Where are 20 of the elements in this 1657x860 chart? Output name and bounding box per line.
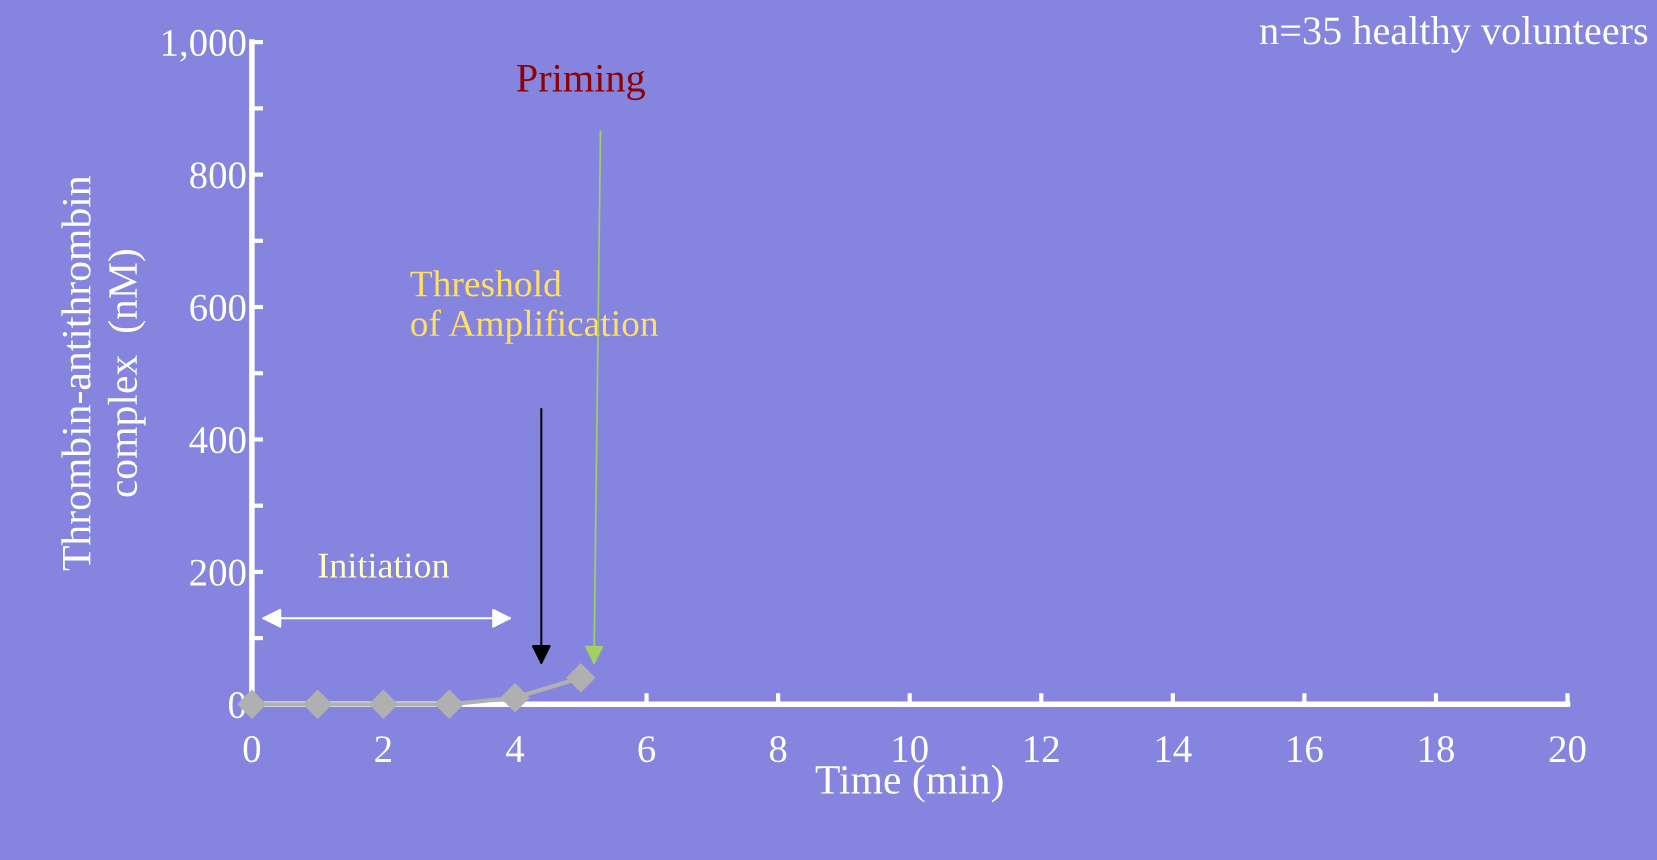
chart-title: n=35 healthy volunteers [1260, 16, 1648, 53]
y-tick-label: 400 [189, 427, 246, 454]
x-axis-title: Time (min) [815, 764, 1003, 803]
x-tick-label: 8 [769, 736, 787, 763]
x-tick-label: 14 [1156, 736, 1192, 762]
y-tick-label: 200 [190, 559, 246, 586]
y-axis-title: Thrombin-antithrombin complex (nM) [61, 175, 146, 571]
x-tick-label: 4 [506, 736, 525, 762]
x-tick-label: 12 [1025, 736, 1059, 762]
y-tick-label: 600 [190, 294, 246, 321]
x-tick-label: 6 [638, 736, 656, 763]
y-tick-label: 800 [190, 162, 246, 189]
x-tick-label: 2 [375, 736, 392, 762]
x-tick-label: 16 [1288, 736, 1323, 763]
x-tick-label: 20 [1549, 736, 1586, 763]
y-tick-label: 1,000 [162, 29, 246, 62]
annotation: Priming [517, 64, 645, 101]
annotation: Initiation [318, 553, 450, 578]
x-tick-label: 18 [1419, 736, 1454, 763]
x-tick-label: 10 [893, 736, 928, 763]
